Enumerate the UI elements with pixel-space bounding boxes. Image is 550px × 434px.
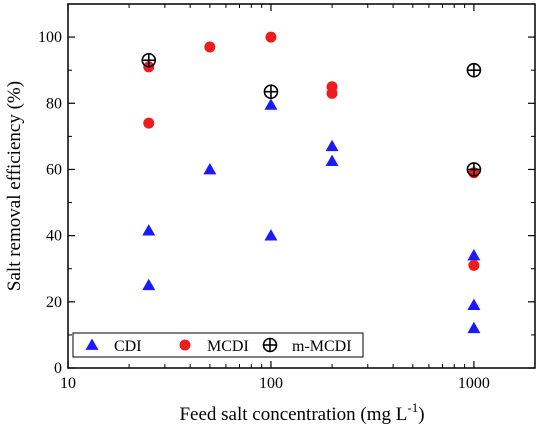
legend-marker-cdi [85,338,99,350]
y-tick-label: 100 [38,29,62,46]
cdi-point [264,98,278,110]
axes-ticks [67,4,536,369]
x-axis-label: Feed salt concentration (mg L-1) [179,400,424,425]
x-tick-label: 1000 [458,375,490,392]
x-tick-label: 100 [259,375,283,392]
cdi-point [203,162,217,175]
cdi-point [467,298,481,311]
mcdi-point [204,41,216,53]
mcdi-point [265,31,277,43]
legend-label-mcdi: MCDI [207,338,249,355]
y-tick-label: 40 [46,228,62,245]
m-mcdi-point [141,52,157,68]
m-mcdi-point [263,84,279,99]
cdi-point [142,278,156,291]
legend-box [72,332,364,358]
y-tick-label: 60 [46,161,62,178]
legend-marker-mcdi [179,339,191,351]
m-mcdi-point [466,62,482,78]
cdi-point [142,224,156,236]
cdi-point [325,154,339,167]
y-axis-label: Salt removal efficiency (%) [4,81,25,291]
y-tick-label: 20 [46,294,62,311]
cdi-point [467,321,481,334]
mcdi-point [468,259,480,271]
legend-label-m-mcdi: m-MCDI [292,338,352,355]
x-tick-label: 10 [60,375,76,392]
mcdi-point [143,117,155,129]
y-tick-label: 0 [54,360,62,377]
tick-labels: 10 100 1000 0 20 40 60 80 100 [38,29,490,392]
y-tick-label: 80 [46,95,62,112]
cdi-point [325,139,339,152]
mcdi-point [326,87,338,99]
cdi-point [467,248,481,261]
m-mcdi-point [466,162,482,177]
data-points [141,31,482,334]
legend-marker-m-mcdi [262,337,278,353]
legend-label-cdi: CDI [114,338,142,355]
cdi-point [264,229,278,241]
legend: CDI MCDI m-MCDI [72,332,364,358]
plot-frame [67,3,536,369]
